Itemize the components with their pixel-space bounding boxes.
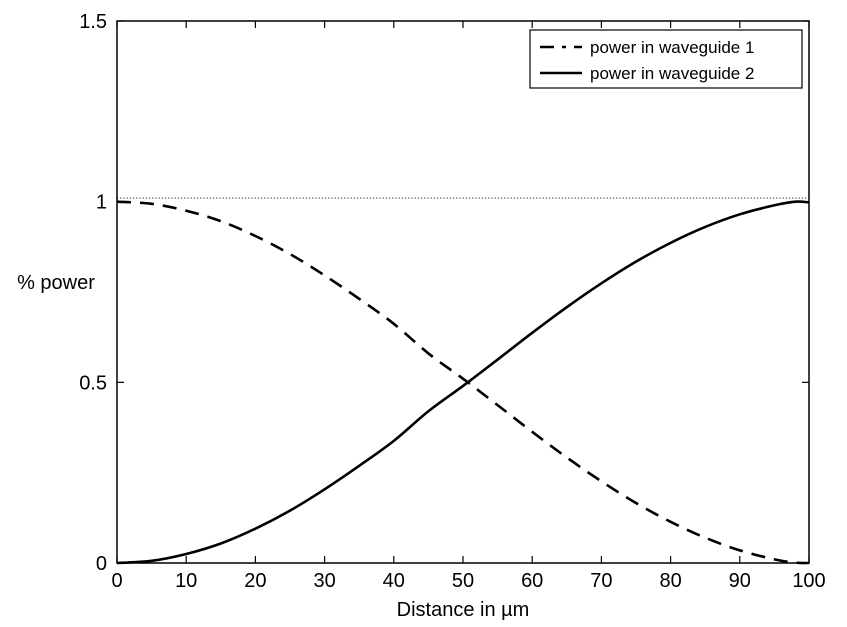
x-tick-label: 50 [452, 570, 474, 592]
plot-layer [116, 197, 810, 565]
x-tick-label: 40 [383, 570, 405, 592]
legend-label-waveguide-2: power in waveguide 2 [590, 64, 754, 83]
x-tick-label: 10 [175, 570, 197, 592]
y-axis-label: % power [17, 272, 95, 294]
legend-label-waveguide-1: power in waveguide 1 [590, 38, 754, 57]
series-line-waveguide-1 [116, 200, 810, 565]
x-tick-label: 0 [111, 570, 122, 592]
ticks-layer: 0 10 20 30 40 50 60 70 80 90 100 0 0.5 1 1.5 [79, 11, 826, 592]
x-tick-label: 100 [792, 570, 825, 592]
y-tick-label: 0.5 [79, 372, 107, 394]
x-tick-label: 60 [521, 570, 543, 592]
x-tick-label: 90 [729, 570, 751, 592]
y-tick-label: 0 [96, 553, 107, 575]
series-line-waveguide-2 [116, 200, 810, 565]
x-tick-label: 80 [659, 570, 681, 592]
x-axis-label: Distance in µm [397, 599, 530, 621]
x-tick-label: 20 [244, 570, 266, 592]
y-tick-label: 1.5 [79, 11, 107, 33]
y-tick-label: 1 [96, 192, 107, 214]
x-tick-label: 30 [313, 570, 335, 592]
plot-frame [116, 20, 810, 564]
legend: power in waveguide 1 power in waveguide … [529, 29, 803, 89]
x-tick-label: 70 [590, 570, 612, 592]
legend-box [529, 29, 803, 89]
